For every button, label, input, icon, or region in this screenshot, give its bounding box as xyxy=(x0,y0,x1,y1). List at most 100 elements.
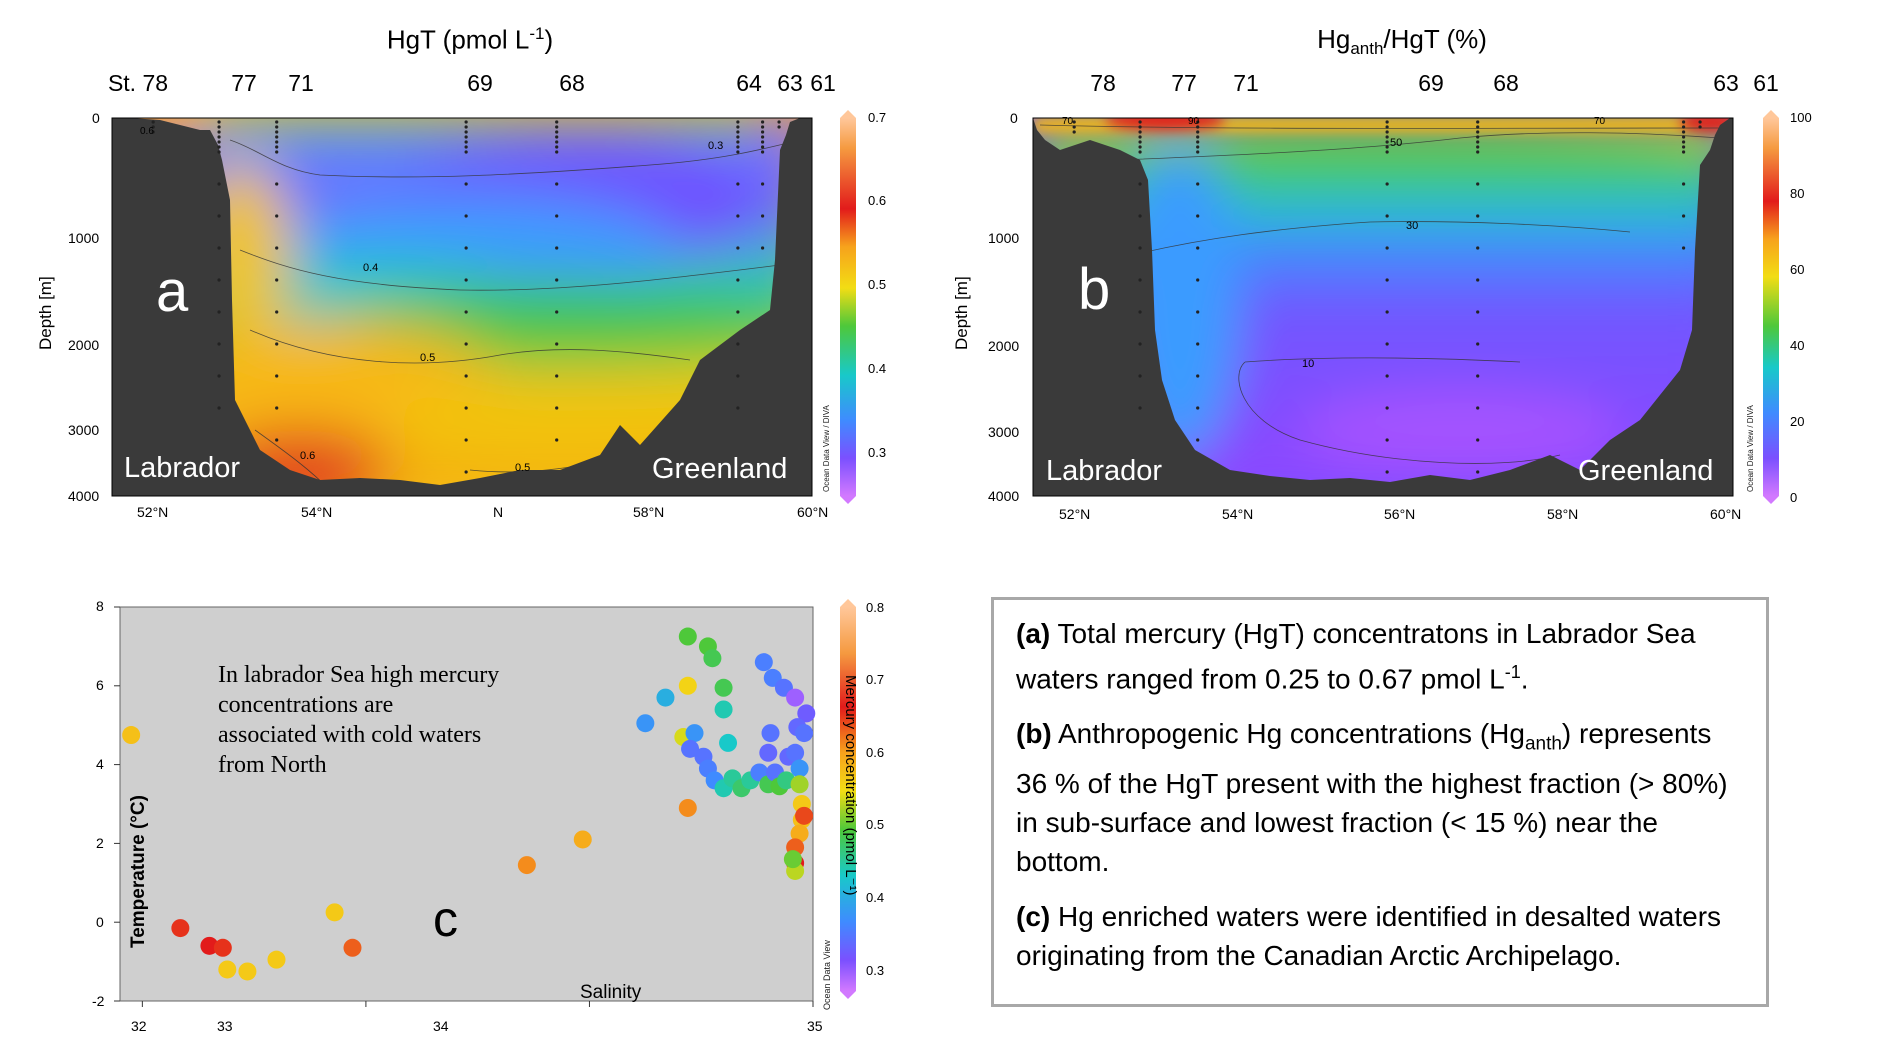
scatter-point xyxy=(786,743,805,762)
station-sample-dot xyxy=(217,125,221,129)
station-sample-dot xyxy=(555,278,559,282)
station-sample-dot xyxy=(464,438,468,442)
station-sample-dot xyxy=(1196,278,1200,282)
scatter-point xyxy=(761,724,780,743)
panel-b-xtick: 58°N xyxy=(1547,506,1579,522)
station-sample-dot xyxy=(736,135,740,139)
station-sample-dot xyxy=(464,406,468,410)
station-sample-dot xyxy=(1476,246,1480,250)
station-sample-dot xyxy=(464,214,468,218)
station-sample-dot xyxy=(777,125,781,129)
station-sample-dot xyxy=(1476,278,1480,282)
station-sample-dot xyxy=(555,406,559,410)
panel-b-cb-label: 40 xyxy=(1790,338,1805,353)
panel-b-xtick: 60°N xyxy=(1710,506,1742,522)
panel-a-cb-label: 0.3 xyxy=(868,445,887,460)
station-sample-dot xyxy=(1196,182,1200,186)
scatter-point xyxy=(795,806,814,825)
panel-a-ytick: 3000 xyxy=(68,422,100,438)
station-sample-dot xyxy=(555,130,559,134)
panel-b-cb-label: 60 xyxy=(1790,262,1805,277)
panel-b-cb-label: 100 xyxy=(1790,110,1812,125)
station-sample-dot xyxy=(1476,438,1480,442)
panel-a-ylabel: Depth [m] xyxy=(36,276,55,350)
panel-a-contour-label: 0.4 xyxy=(363,262,379,274)
panel-b-cb-label: 20 xyxy=(1790,414,1805,429)
panel-b-xtick: 52°N xyxy=(1059,506,1091,522)
station-sample-dot xyxy=(217,182,221,186)
station-sample-dot xyxy=(1138,278,1142,282)
station-sample-dot xyxy=(1072,120,1076,124)
panel-c-colorbar-title: Mercury concentration (pmol L⁻¹) xyxy=(842,675,859,896)
panel-a-contour-label: 0.5 xyxy=(515,462,531,474)
panel-a-contour-label: 0.5 xyxy=(420,352,436,364)
panel-a-left-region: Labrador xyxy=(124,452,241,484)
panel-b-station-78: 78 xyxy=(1090,70,1116,96)
station-sample-dot xyxy=(217,135,221,139)
panel-a-cb-label: 0.6 xyxy=(868,193,887,208)
station-sample-dot xyxy=(1681,145,1686,149)
panel-c-ytick: 4 xyxy=(96,756,104,772)
station-sample-dot xyxy=(275,374,279,378)
panel-b-contour-label: 10 xyxy=(1302,358,1315,370)
station-sample-dot xyxy=(464,182,468,186)
station-sample-dot xyxy=(736,182,740,186)
station-sample-dot xyxy=(1196,310,1200,314)
panel-a-credit: Ocean Data View / DIVA xyxy=(822,405,831,492)
station-sample-dot xyxy=(1476,135,1480,139)
panel-b-cb-label: 80 xyxy=(1790,186,1805,201)
panel-c-cb-label: 0.7 xyxy=(866,672,885,687)
station-sample-dot xyxy=(1385,140,1389,144)
panel-a-cb-label: 0.4 xyxy=(868,361,887,376)
station-sample-dot xyxy=(1385,470,1389,474)
station-sample-dot xyxy=(760,130,765,134)
panel-a-xtick: 52°N xyxy=(137,504,169,520)
panel-b-station-63: 63 xyxy=(1713,70,1739,96)
scatter-point xyxy=(685,724,704,743)
station-sample-dot xyxy=(1476,214,1480,218)
station-sample-dot xyxy=(760,246,765,250)
station-sample-dot xyxy=(1196,406,1200,410)
panel-c-letter: c xyxy=(433,891,458,947)
panel-b-title: Hganth/HgT (%) xyxy=(1317,24,1487,59)
station-sample-dot xyxy=(555,145,559,149)
panel-b-contour-label: 70 xyxy=(1062,116,1074,127)
panel-b-station-69: 69 xyxy=(1418,70,1444,96)
panel-c-xlabel: Salinity xyxy=(580,982,642,1003)
panel-c-ytick: -2 xyxy=(92,993,105,1009)
station-sample-dot xyxy=(217,310,221,314)
station-sample-dot xyxy=(1681,140,1686,144)
panel-b-section-plot xyxy=(1032,110,1779,504)
panel-c-cb-label: 0.5 xyxy=(866,817,885,832)
panel-b-colorbar xyxy=(1763,118,1779,496)
station-sample-dot xyxy=(464,470,468,474)
station-sample-dot xyxy=(1196,150,1200,154)
panel-c-xtick: 34 xyxy=(433,1018,449,1034)
station-sample-dot xyxy=(275,406,279,410)
station-sample-dot xyxy=(275,140,279,144)
station-sample-dot xyxy=(1476,125,1480,129)
station-sample-dot xyxy=(1698,125,1702,129)
panel-a-station-69: 69 xyxy=(467,70,493,96)
station-sample-dot xyxy=(1385,135,1389,139)
panel-b-ytick: 3000 xyxy=(988,424,1020,440)
station-sample-dot xyxy=(275,438,279,442)
station-sample-dot xyxy=(1196,145,1200,149)
station-sample-dot xyxy=(464,310,468,314)
panel-a-title: HgT (pmol L-1) xyxy=(386,24,554,55)
station-sample-dot xyxy=(555,125,559,129)
station-sample-dot xyxy=(1385,150,1389,154)
station-sample-dot xyxy=(275,125,279,129)
station-sample-dot xyxy=(217,140,221,144)
panel-a-section-plot xyxy=(111,110,856,504)
station-sample-dot xyxy=(1476,120,1480,124)
station-sample-dot xyxy=(1138,246,1142,250)
caption-box: (a) Total mercury (HgT) concentratons in… xyxy=(991,597,1769,1007)
station-sample-dot xyxy=(151,125,155,129)
station-sample-dot xyxy=(1138,150,1142,154)
station-sample-dot xyxy=(1681,214,1686,218)
panel-a-xtick: 60°N xyxy=(797,504,829,520)
station-sample-dot xyxy=(555,342,559,346)
station-sample-dot xyxy=(1476,310,1480,314)
station-sample-dot xyxy=(464,130,468,134)
